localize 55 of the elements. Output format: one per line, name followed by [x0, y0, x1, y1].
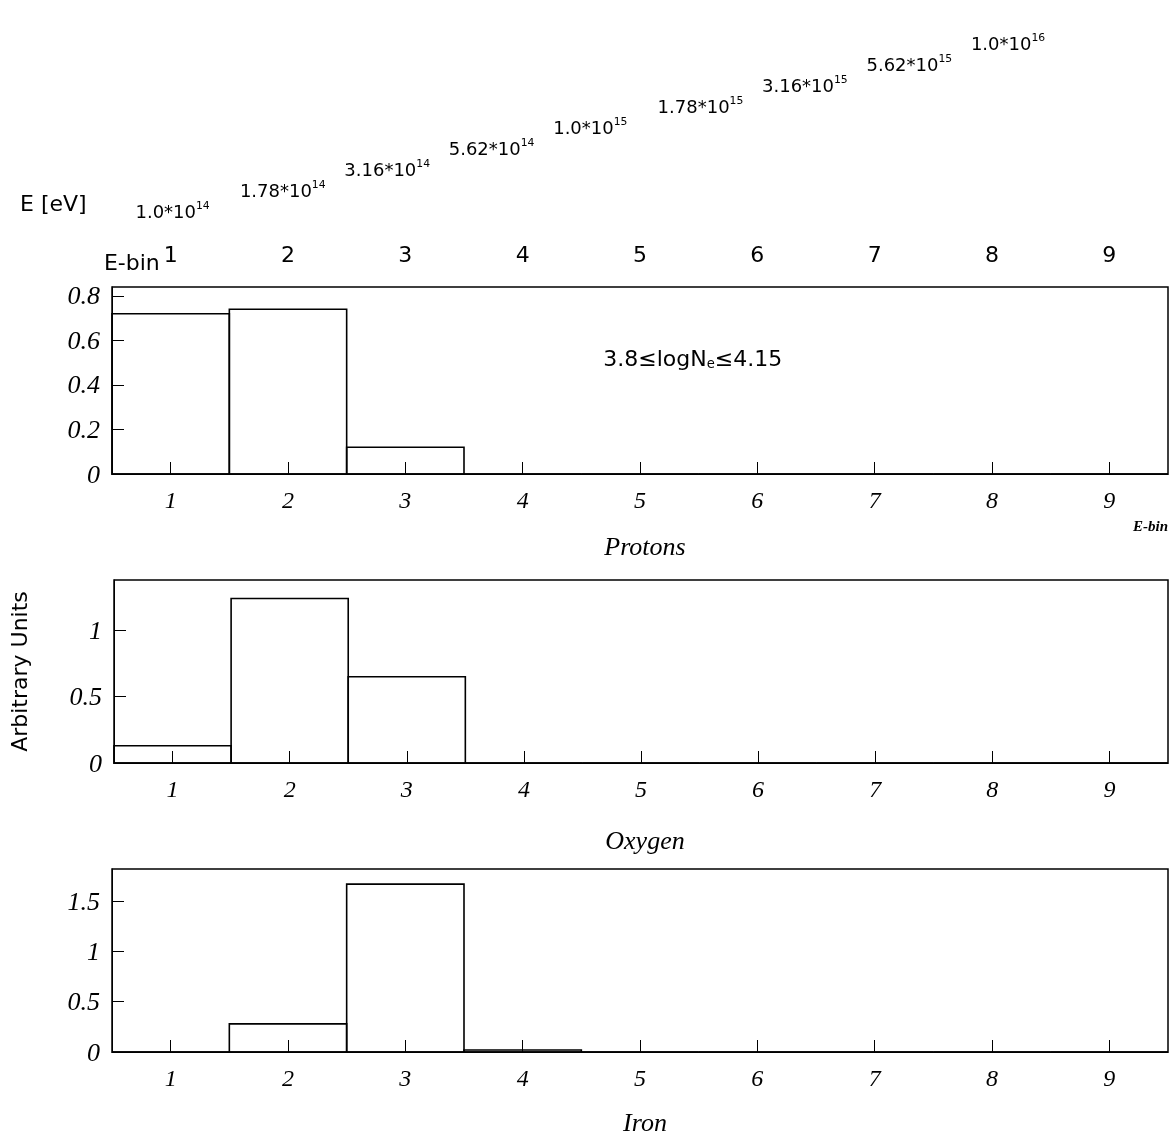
x-tick-label: 1 [163, 241, 178, 267]
y-tick-label: 0.8 [67, 281, 100, 311]
y-tick-label: 0.4 [67, 370, 100, 400]
x-tick-label: 8 [986, 1065, 998, 1091]
x-tick-label: 2 [282, 1065, 294, 1091]
x2-tick-label: 4 [516, 487, 529, 513]
x-tick-label: 7 [869, 776, 883, 802]
x2-tick-label: 9 [1103, 487, 1116, 513]
x-tick-label: 9 [1103, 776, 1116, 802]
x-tick-label: 2 [281, 241, 295, 267]
y-axis-title: Arbitrary Units [6, 591, 32, 752]
x-tick-label: 5 [634, 1065, 646, 1091]
y-tick-label: 0 [89, 748, 102, 778]
x2-tick-label: 8 [986, 487, 998, 513]
text: Oxygen [605, 825, 685, 855]
text: Protons [603, 531, 686, 561]
x-tick-label: 3 [399, 776, 413, 802]
x2-tick-label: 2 [282, 487, 294, 513]
x2-tick-label: 1 [164, 487, 177, 513]
x-tick-label: 2 [283, 776, 296, 802]
x2-tick-label: 6 [751, 487, 764, 513]
x2-tick-label: 7 [868, 487, 882, 513]
x-tick-label: 7 [867, 241, 882, 267]
y-tick-label: 1 [89, 615, 102, 645]
x2-tick-label: 3 [398, 487, 412, 513]
x-tick-label: 9 [1102, 241, 1117, 267]
x-tick-label: 8 [986, 776, 999, 802]
y-tick-label: 0.5 [67, 987, 100, 1017]
x-tick-label: 4 [517, 776, 530, 802]
x-tick-label: 6 [752, 776, 765, 802]
text: E [eV] [20, 190, 87, 216]
x-tick-label: 5 [633, 241, 647, 267]
x-tick-label: 3 [398, 1065, 412, 1091]
x2-axis-title: E-bin [103, 249, 160, 275]
y-tick-label: 0 [87, 459, 100, 489]
y-tick-label: 0 [87, 1037, 100, 1067]
x-tick-label: 8 [985, 241, 999, 267]
x-tick-label: 3 [398, 241, 413, 267]
x-tick-label: 7 [868, 1065, 882, 1091]
x-tick-label: 4 [515, 241, 530, 267]
y-tick-label: 0.5 [69, 682, 102, 712]
y-tick-label: 1.5 [67, 886, 100, 916]
y-tick-label: 0.2 [67, 414, 100, 444]
x-tick-label: 1 [166, 776, 179, 802]
x2-tick-label: 5 [634, 487, 646, 513]
x-tick-label: 6 [750, 241, 765, 267]
x-tick-label: 5 [635, 776, 647, 802]
y-tick-label: 0.6 [67, 325, 100, 355]
x-tick-label: 1 [164, 1065, 177, 1091]
x-tick-label: 6 [751, 1065, 764, 1091]
text: Iron [622, 1107, 667, 1137]
x-axis-title: E-bin [1131, 517, 1168, 534]
y-tick-label: 1 [87, 936, 100, 966]
x-tick-label: 9 [1103, 1065, 1116, 1091]
x-tick-label: 4 [516, 1065, 529, 1091]
